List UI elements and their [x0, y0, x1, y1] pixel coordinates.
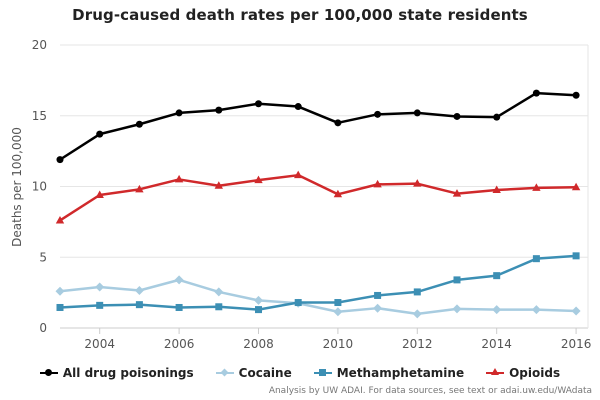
- data-point: [293, 170, 303, 179]
- x-tick-label: 2012: [402, 337, 433, 351]
- data-point: [452, 189, 462, 197]
- data-point: [174, 174, 184, 183]
- data-point: [254, 306, 262, 314]
- legend-item[interactable]: Opioids: [486, 366, 560, 380]
- data-point: [175, 303, 183, 311]
- legend-swatch: [313, 368, 332, 378]
- data-point: [413, 288, 421, 296]
- data-point: [413, 109, 421, 117]
- legend-label: All drug poisonings: [62, 366, 194, 380]
- y-axis-label: Deaths per 100,000: [10, 127, 24, 247]
- data-point: [135, 301, 143, 309]
- data-point: [374, 110, 382, 118]
- legend-swatch: [39, 368, 58, 378]
- data-point: [492, 305, 502, 315]
- data-point: [135, 120, 143, 128]
- data-point: [96, 130, 104, 138]
- series-opioids: [55, 170, 581, 224]
- data-point: [334, 119, 342, 127]
- chart-title: Drug-caused death rates per 100,000 stat…: [72, 6, 528, 24]
- x-tick-label: 2008: [243, 337, 274, 351]
- legend-label: Cocaine: [238, 366, 292, 380]
- data-point: [412, 309, 422, 319]
- x-tick-label: 2006: [164, 337, 195, 351]
- series-line: [59, 91, 577, 161]
- legend-label: Methamphetamine: [336, 366, 465, 380]
- data-point: [215, 303, 223, 311]
- data-point: [493, 113, 501, 121]
- data-point: [572, 252, 580, 260]
- data-point: [531, 305, 541, 315]
- data-point: [572, 91, 580, 99]
- x-tick-label: 2016: [561, 337, 592, 351]
- series-line: [59, 254, 577, 311]
- data-point: [214, 181, 223, 189]
- series-line: [59, 173, 577, 222]
- legend-item[interactable]: All drug poisonings: [39, 366, 194, 380]
- data-point: [571, 182, 581, 191]
- data-point: [253, 295, 263, 305]
- series-all-drug-poisonings: [56, 89, 580, 164]
- data-point: [492, 185, 501, 194]
- y-tick-label: 10: [32, 180, 47, 194]
- data-point: [95, 190, 104, 198]
- data-point: [254, 175, 263, 184]
- data-point: [493, 272, 501, 280]
- data-point: [532, 89, 540, 97]
- data-point: [134, 286, 144, 296]
- data-point: [55, 286, 65, 296]
- data-point: [334, 299, 342, 307]
- legend-swatch: [215, 368, 234, 378]
- data-point: [254, 100, 262, 108]
- data-point: [453, 276, 461, 284]
- data-point: [453, 112, 461, 120]
- data-point: [215, 106, 223, 114]
- data-point: [532, 183, 541, 191]
- data-point: [175, 109, 183, 117]
- data-point: [96, 301, 104, 309]
- axes: 0 5 10 15 20 2004 2006 2008 2010 2012 2014 2016: [32, 38, 592, 351]
- data-point: [333, 189, 343, 198]
- data-point: [294, 103, 302, 111]
- y-tick-label: 0: [39, 321, 47, 335]
- legend-label: Opioids: [509, 366, 561, 380]
- data-point: [135, 184, 144, 193]
- data-point: [95, 282, 105, 292]
- data-point: [373, 179, 382, 188]
- data-point: [214, 287, 224, 297]
- series-line: [59, 278, 577, 316]
- data-point: [532, 255, 540, 263]
- series-cocaine: [55, 275, 581, 319]
- data-point: [55, 215, 65, 224]
- x-tick-label: 2014: [481, 337, 512, 351]
- x-tick-label: 2010: [323, 337, 354, 351]
- data-point: [174, 275, 184, 285]
- legend-item[interactable]: Methamphetamine: [313, 366, 465, 380]
- legend-swatch: [486, 368, 505, 378]
- data-point: [452, 304, 462, 314]
- series-group: [55, 89, 581, 319]
- data-point: [373, 303, 383, 313]
- y-tick-label: 5: [39, 250, 47, 264]
- data-point: [333, 307, 343, 317]
- legend: All drug poisonings Cocaine Methamphetamin…: [0, 366, 600, 380]
- data-point: [374, 291, 382, 299]
- data-point: [56, 303, 64, 311]
- x-tick-label: 2004: [84, 337, 115, 351]
- series-methamphetamine: [56, 252, 580, 314]
- legend-item[interactable]: Cocaine: [215, 366, 292, 380]
- y-tick-label: 15: [32, 109, 47, 123]
- data-point: [294, 299, 302, 307]
- data-point: [571, 306, 581, 316]
- y-tick-label: 20: [32, 38, 47, 52]
- data-point: [56, 156, 64, 164]
- source-credit: Analysis by UW ADAI. For data sources, s…: [268, 386, 592, 396]
- data-point: [413, 179, 422, 187]
